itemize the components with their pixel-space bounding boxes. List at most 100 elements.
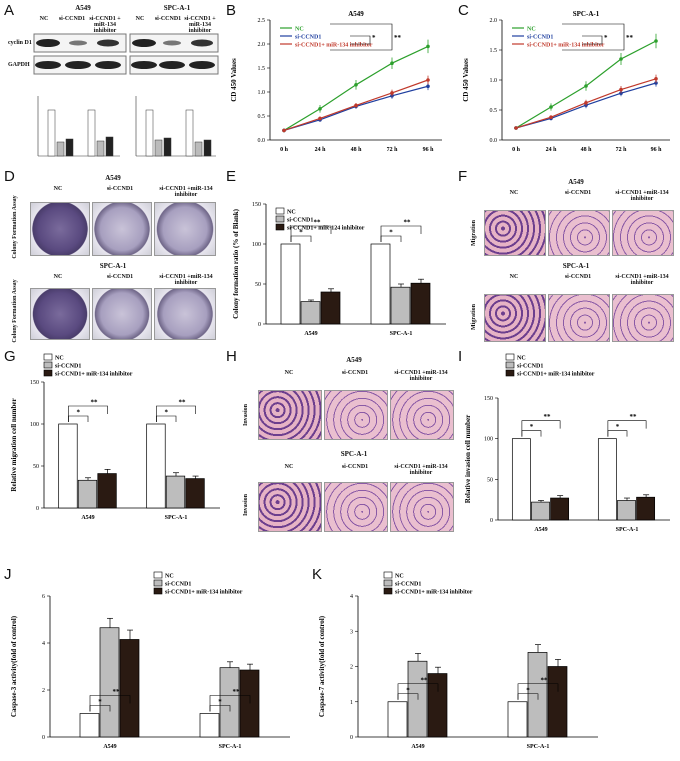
- sig-bracket: [156, 415, 177, 422]
- y-tick-label: 0.5: [490, 108, 498, 114]
- migration-micrograph: [548, 210, 610, 256]
- migration-cond: si-CCND1 +miR-134 inhibitor: [615, 274, 669, 286]
- panel-letter-h: H: [226, 348, 237, 365]
- x-tick-label: SPC-A-1: [390, 331, 413, 337]
- legend-label: si-CCND1: [295, 35, 321, 41]
- colony-dish: [92, 202, 152, 256]
- legend-label: NC: [287, 210, 296, 216]
- sig-bracket: [521, 430, 542, 437]
- y-tick-label: 0: [490, 518, 493, 524]
- colony-side-label: Colony Formation Assay: [12, 279, 18, 343]
- x-tick-label: SPC-A-1: [527, 744, 550, 750]
- legend-swatch: [383, 587, 393, 595]
- chart-g-migration: 0 50 100 150 Relative migration cell number A…: [10, 353, 220, 521]
- chart-i-invasion: 0 50 100 150 Relative invasion cell number A5…: [464, 353, 670, 533]
- y-tick-label: 0.0: [258, 138, 266, 144]
- y-tick-label: 2.0: [490, 18, 498, 24]
- panel-letter-i: I: [458, 348, 463, 365]
- sig-bracket: [380, 225, 422, 242]
- bar: [97, 473, 117, 509]
- data-point: [584, 101, 588, 105]
- bar: [507, 701, 528, 738]
- colony-dish: [92, 288, 152, 340]
- legend-label: si-CCND1: [395, 582, 421, 588]
- data-point: [514, 126, 518, 130]
- bar: [185, 478, 205, 509]
- y-tick-label: 2.5: [258, 18, 266, 24]
- panel-h-invasion-photos: A549 NC si-CCND1 si-CCND1 +miR-134 inhib…: [234, 356, 456, 534]
- data-point: [426, 84, 430, 89]
- data-point: [619, 87, 623, 92]
- colony-cond: si-CCND1 +miR-134 inhibitor: [159, 186, 213, 198]
- sig-bracket: [68, 405, 108, 422]
- panel-letter-f: F: [458, 168, 468, 185]
- blot-bands: [33, 33, 219, 157]
- chart-j-caspase3: 0 2 4 6 Caspase-3 activity(fold of control) A…: [10, 571, 290, 750]
- invasion-micrograph: [258, 482, 322, 532]
- x-tick-label: 48 h: [351, 147, 363, 153]
- bar: [511, 438, 531, 521]
- legend-label: si-CCND1+ miR-134 inhibitor: [295, 43, 373, 49]
- legend-swatch: [275, 215, 285, 223]
- data-point: [549, 105, 553, 109]
- sig-label: **: [544, 413, 552, 421]
- legend-swatch: [383, 579, 393, 587]
- bar: [239, 669, 260, 738]
- data-point: [390, 61, 394, 65]
- colony-dish: [30, 288, 90, 340]
- panel-letter-b: B: [226, 2, 237, 19]
- legend-label: si-CCND1: [287, 218, 313, 224]
- bar: [387, 701, 408, 738]
- data-point: [354, 83, 358, 87]
- invasion-micrograph: [390, 390, 454, 440]
- bar: [407, 660, 428, 738]
- legend-label: si-CCND1+ miR-134 inhibitor: [55, 372, 133, 378]
- migration-cond: NC: [509, 190, 519, 196]
- y-tick-label: 2.0: [258, 42, 266, 48]
- sig-label: **: [233, 688, 241, 696]
- colony-cond: si-CCND1: [106, 274, 134, 280]
- colony-group-spca1: SPC-A-1: [99, 262, 127, 270]
- y-tick-label: 1.5: [258, 66, 266, 72]
- sig-label: **: [421, 676, 429, 684]
- bar: [636, 496, 656, 521]
- legend-swatch: [153, 587, 163, 595]
- migration-micrograph: [484, 210, 546, 256]
- chart-e-colony-ratio: 0 50 100 150 Colony formation ratio (% of Bl…: [232, 202, 446, 337]
- y-tick-label: 2: [42, 688, 45, 694]
- y-tick-label: 0: [42, 735, 45, 741]
- x-tick-label: SPC-A-1: [219, 744, 242, 750]
- migration-side-label: Migration: [471, 304, 477, 330]
- migration-cond: si-CCND1 +miR-134 inhibitor: [615, 190, 669, 202]
- data-point: [318, 107, 322, 111]
- y-tick-label: 0.0: [490, 138, 498, 144]
- panel-letter-c: C: [458, 2, 469, 19]
- colony-dish: [154, 202, 216, 256]
- y-tick-label: 100: [30, 422, 39, 428]
- sig-label: *: [218, 698, 222, 706]
- sig-label: *: [372, 34, 376, 42]
- legend-label: si-CCND1: [55, 364, 81, 370]
- y-tick-label: 1: [350, 700, 353, 706]
- sig-label: **: [394, 34, 402, 42]
- bar: [617, 500, 636, 521]
- panel-d-colony-assay: A549 NC si-CCND1 si-CCND1 +miR-134 inhib…: [8, 172, 220, 343]
- data-point: [318, 116, 322, 121]
- bar: [119, 639, 140, 738]
- sig-bracket: [68, 415, 89, 422]
- invasion-cond: si-CCND1: [341, 464, 369, 470]
- blot-lane-label: si-CCND1 + miR-134 inhibitor: [184, 16, 216, 34]
- sig-bracket: [517, 683, 559, 700]
- sig-bracket: [607, 430, 628, 437]
- legend-label: si-CCND1+ miR-124 inhibitor: [287, 226, 365, 232]
- y-axis-label: Relative migration cell number: [10, 398, 18, 491]
- bar: [390, 286, 411, 325]
- legend-label: NC: [295, 27, 304, 33]
- sig-label: *: [98, 698, 102, 706]
- panel-f-migration-photos: A549 NC si-CCND1 si-CCND1 +miR-134 inhib…: [466, 178, 676, 343]
- sig-label: *: [406, 686, 410, 694]
- data-point: [426, 44, 430, 49]
- bar: [370, 243, 391, 325]
- sig-bracket: [350, 35, 371, 45]
- colony-cond: NC: [53, 274, 63, 280]
